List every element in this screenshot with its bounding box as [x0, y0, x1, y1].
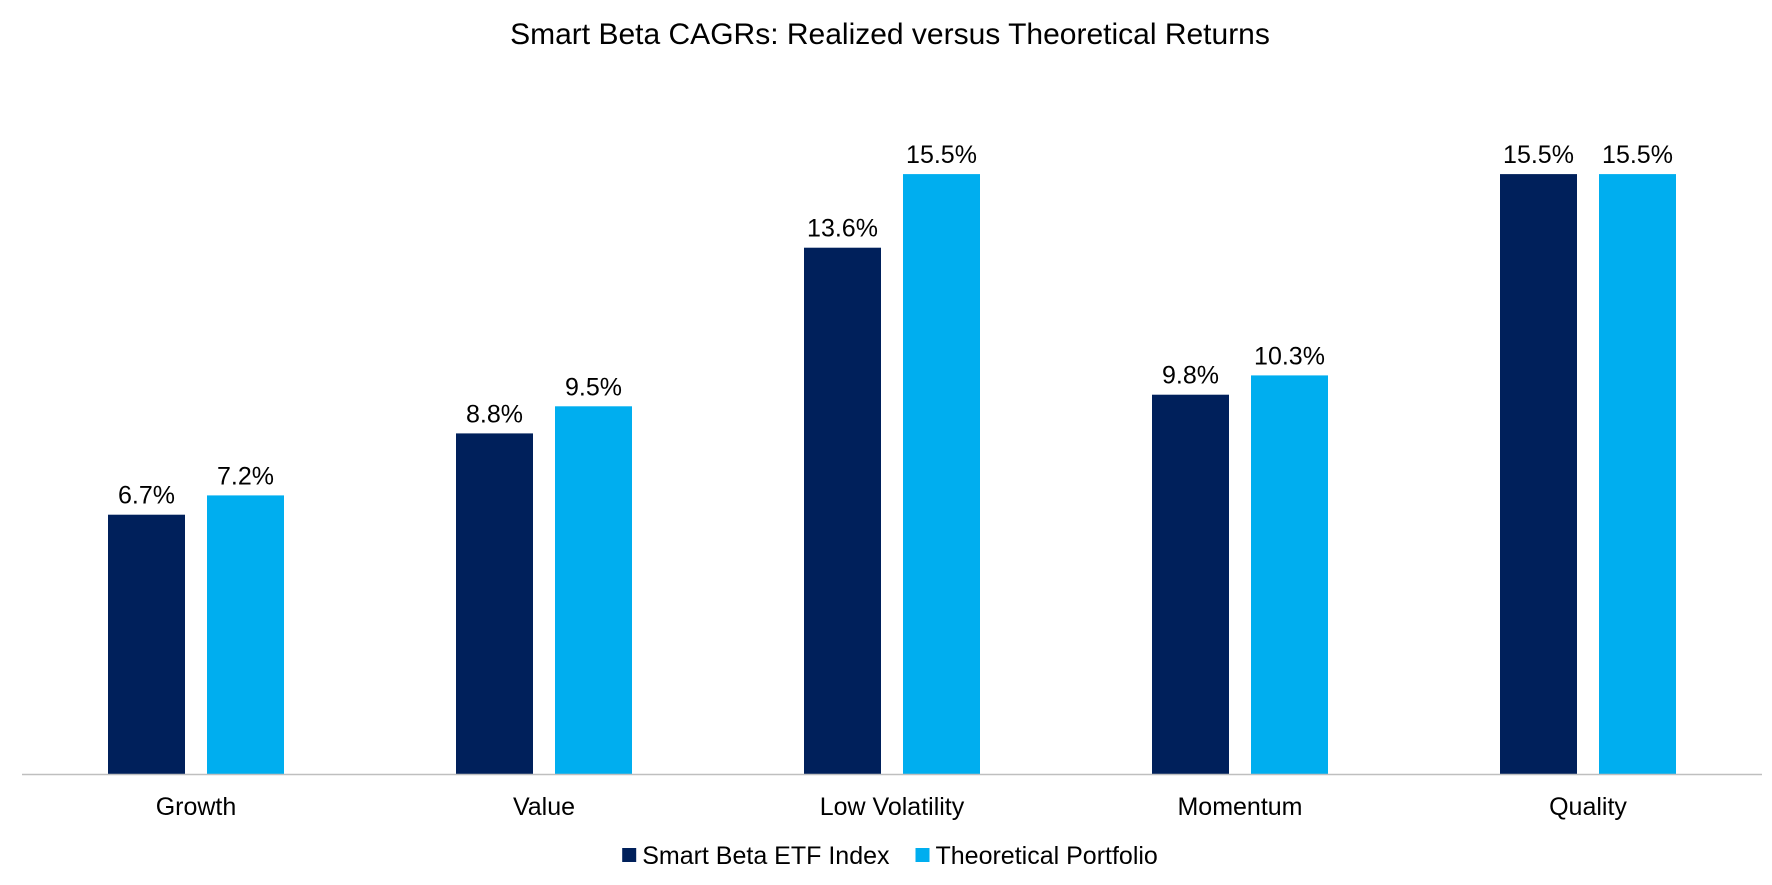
chart-title: Smart Beta CAGRs: Realized versus Theore… [510, 18, 1270, 51]
legend-swatch-theoretical-portfolio [915, 848, 930, 862]
x-tick-label-quality: Quality [1549, 793, 1627, 821]
data-label-momentum-theoretical-portfolio: 10.3% [1254, 342, 1325, 370]
data-label-momentum-smart-beta-etf-index: 9.8% [1162, 362, 1219, 390]
bar-value-theoretical-portfolio [555, 406, 632, 774]
x-tick-label-value: Value [513, 793, 575, 821]
bars-group [108, 174, 1676, 775]
bar-quality-theoretical-portfolio [1599, 174, 1676, 775]
bar-value-smart-beta-etf-index [456, 433, 533, 774]
legend-swatch-smart-beta-etf-index [622, 848, 637, 862]
x-tick-label-momentum: Momentum [1177, 793, 1302, 821]
data-label-quality-theoretical-portfolio: 15.5% [1602, 141, 1673, 169]
bar-momentum-theoretical-portfolio [1251, 375, 1328, 774]
x-tick-label-low-volatility: Low Volatility [820, 793, 965, 821]
legend-label-theoretical-portfolio: Theoretical Portfolio [936, 842, 1158, 870]
data-label-value-smart-beta-etf-index: 8.8% [466, 400, 523, 428]
bar-growth-smart-beta-etf-index [108, 514, 185, 774]
data-label-value-theoretical-portfolio: 9.5% [565, 373, 622, 401]
category-labels-group: Growth Value Low Volatility Momentum Quality [156, 793, 1628, 821]
data-label-growth-theoretical-portfolio: 7.2% [217, 462, 274, 490]
bar-growth-theoretical-portfolio [207, 495, 284, 774]
data-labels-group: 6.7% 7.2% 8.8% 9.5% 13.6% 15.5% 9.8% 10.3% 15.5%… [118, 141, 1673, 510]
data-label-low-volatility-theoretical-portfolio: 15.5% [906, 141, 977, 169]
bar-low-volatility-theoretical-portfolio [903, 174, 980, 775]
bar-momentum-smart-beta-etf-index [1152, 394, 1229, 774]
data-label-low-volatility-smart-beta-etf-index: 13.6% [807, 215, 878, 243]
legend: Smart Beta ETF Index Theoretical Portfoli… [622, 842, 1158, 870]
data-label-growth-smart-beta-etf-index: 6.7% [118, 482, 175, 510]
data-label-quality-smart-beta-etf-index: 15.5% [1503, 141, 1574, 169]
bar-low-volatility-smart-beta-etf-index [804, 247, 881, 774]
bar-quality-smart-beta-etf-index [1500, 174, 1577, 775]
x-tick-label-growth: Growth [156, 793, 237, 821]
legend-label-smart-beta-etf-index: Smart Beta ETF Index [642, 842, 890, 870]
